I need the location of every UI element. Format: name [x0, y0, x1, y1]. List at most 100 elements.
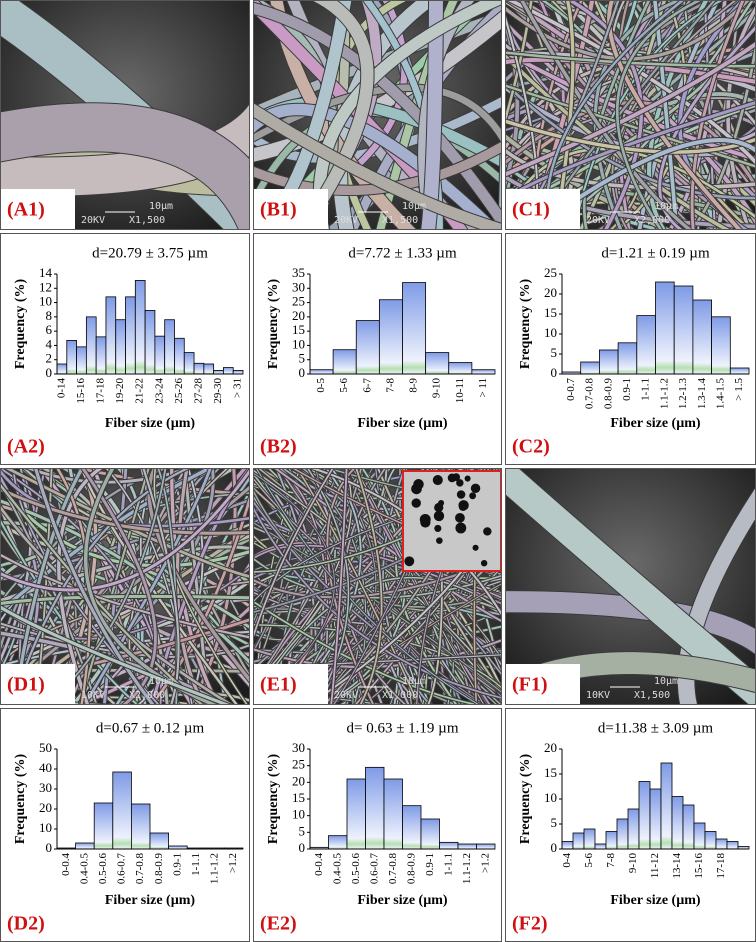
fiber [506, 101, 755, 201]
bar [365, 766, 385, 850]
y-axis-label: Frequency (%) [266, 753, 281, 844]
y-tick-label: 30 [39, 780, 52, 795]
bar [439, 841, 459, 850]
x-tick-label: 9-10 [431, 378, 443, 399]
fiber [1, 581, 249, 664]
fiber [308, 469, 410, 704]
y-tick-label: 0 [46, 365, 53, 380]
bar [346, 778, 366, 850]
fiber [506, 134, 671, 229]
bar [617, 342, 638, 375]
y-tick-label: 15 [544, 305, 557, 320]
bar [112, 771, 132, 850]
inset-particle [458, 502, 468, 512]
bar [627, 808, 640, 850]
fiber [105, 469, 193, 704]
fiber [355, 469, 383, 704]
x-tick-label: 25-26 [173, 378, 185, 404]
scale-text: 10µm [402, 676, 426, 687]
bar [671, 796, 684, 850]
y-tick-label: 25 [292, 757, 305, 772]
y-tick-label: 10 [544, 790, 557, 805]
chart-title: d=20.79 ± 3.75 µm [92, 245, 208, 261]
x-tick-label: 10-11 [454, 378, 466, 403]
x-tick-label: 0.7-0.8 [134, 853, 146, 885]
x-tick-label: 0.9-1 [171, 853, 183, 876]
chart-title: d=0.67 ± 0.12 µm [96, 720, 205, 736]
fiber [302, 469, 501, 675]
voltage-text: 20KV [81, 215, 105, 226]
y-axis-label: Frequency (%) [518, 278, 533, 369]
inset-particle [413, 479, 424, 490]
bar [75, 842, 95, 850]
x-tick-label: 0-0.4 [60, 853, 72, 876]
histogram-panel-svg: d=1.21 ± 0.19 µm Frequency (%) 0 5 10 15 20 25 0… [512, 245, 750, 458]
fiber [506, 42, 755, 177]
y-axis-label: Frequency (%) [518, 753, 533, 844]
panel-label: (F2) [512, 913, 548, 935]
fiber [1, 553, 249, 639]
panel-label: (B2) [260, 436, 297, 458]
x-axis-label: Fiber size (µm) [105, 893, 196, 908]
bar [715, 838, 728, 850]
x-tick-label: 0.4-0.5 [331, 853, 343, 885]
sem-image: (A1) 10µm 20KV X1,500 [0, 0, 250, 230]
x-tick-label: 0-4 [561, 853, 573, 868]
sem-image-svg: (B1) 10µm 20KV X1,500 [254, 1, 501, 229]
y-tick-label: 40 [39, 760, 52, 775]
fiber [57, 469, 103, 704]
x-axis-label: Fiber size (µm) [105, 416, 196, 431]
panel-label: (A1) [7, 199, 45, 221]
fiber [254, 103, 501, 229]
y-tick-label: 10 [39, 820, 52, 835]
x-tick-label: 15-16 [75, 378, 87, 404]
fiber [381, 469, 474, 704]
y-tick-label: 6 [46, 322, 53, 337]
x-tick-label: 1-1.1 [190, 853, 202, 876]
y-tick-label: 20 [544, 740, 557, 755]
x-tick-label: 23-24 [153, 378, 165, 404]
magnification-text: X1,000 [382, 690, 418, 701]
bar [448, 362, 473, 375]
magnification-text: X2,000 [129, 690, 165, 701]
fiber [607, 1, 742, 229]
y-tick-label: 10 [292, 336, 305, 351]
x-tick-label: >1.2 [479, 853, 491, 873]
scale-text: 10µm [149, 201, 173, 212]
x-tick-label: 15-16 [693, 853, 705, 879]
x-tick-label: 1.3-1.4 [696, 378, 708, 410]
bar [471, 369, 496, 375]
bar [636, 315, 656, 375]
bar [616, 818, 629, 850]
bar [125, 296, 136, 375]
histogram-panel: d=11.38 ± 3.09 µm Frequency (%) 0 5 10 15 20 0-… [505, 708, 756, 942]
fiber [658, 26, 755, 229]
bar [402, 805, 422, 850]
fiber [254, 141, 501, 195]
x-tick-label: > 11 [477, 378, 489, 398]
sem-image: (D1) 10µm 10KV X2,000 [0, 468, 250, 705]
bar [476, 843, 496, 850]
bar [425, 352, 450, 375]
bar [174, 337, 185, 375]
bar [580, 361, 600, 375]
x-tick-label: 0-0.7 [565, 378, 577, 401]
x-tick-label: 1.1-1.2 [209, 853, 221, 884]
inset-particle [436, 537, 443, 544]
voltage-text: 20KV [334, 215, 358, 226]
inset-particle [470, 483, 481, 494]
x-tick-label: 0.9-1 [621, 378, 633, 401]
y-tick-label: 0 [299, 840, 306, 855]
y-tick-label: 0 [299, 365, 306, 380]
fiber [690, 1, 745, 229]
y-axis-label: Frequency (%) [13, 278, 28, 369]
sem-image-svg: (C1) 10µm 20KV X2,000 [506, 1, 755, 229]
y-axis-label: Frequency (%) [266, 278, 281, 369]
bar [704, 831, 717, 850]
fiber [535, 1, 716, 229]
fiber [611, 1, 737, 229]
x-tick-label: 11-12 [649, 853, 661, 878]
bar [183, 352, 195, 375]
bar [154, 335, 166, 375]
